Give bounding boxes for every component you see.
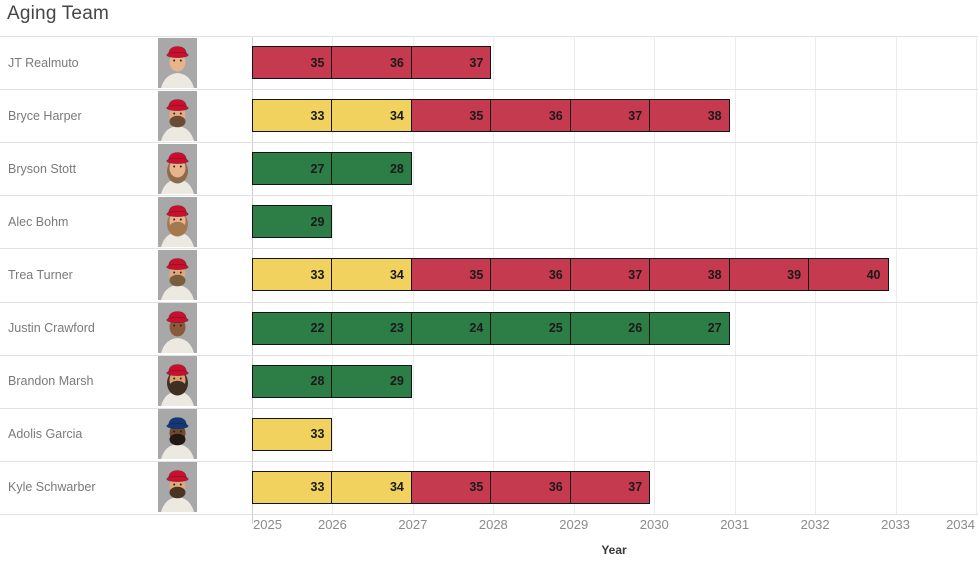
player-avatar <box>158 37 197 93</box>
player-name: Kyle Schwarber <box>8 480 96 495</box>
age-segment[interactable]: 27 <box>252 152 333 186</box>
age-segment[interactable]: 40 <box>808 258 889 292</box>
player-name: Justin Crawford <box>8 321 95 336</box>
x-axis-tick-label: 2031 <box>720 517 750 532</box>
age-segment[interactable]: 26 <box>569 311 651 345</box>
age-segment[interactable]: 39 <box>728 258 810 292</box>
x-axis-tick-label: 2029 <box>559 517 589 532</box>
player-avatar <box>158 196 197 252</box>
age-segment[interactable]: 33 <box>252 99 333 133</box>
age-segment[interactable]: 36 <box>490 99 571 133</box>
x-axis-tick-label: 2033 <box>881 517 911 532</box>
age-segment[interactable]: 37 <box>569 470 651 504</box>
age-segment[interactable]: 22 <box>252 311 333 345</box>
player-name: JT Realmuto <box>8 55 79 70</box>
row-separator <box>0 514 978 515</box>
age-segment[interactable]: 37 <box>569 99 651 133</box>
age-segment[interactable]: 37 <box>410 46 492 79</box>
x-axis-tick-label: 2034 <box>946 517 975 532</box>
age-segment[interactable]: 36 <box>331 46 412 79</box>
player-name: Adolis Garcia <box>8 427 83 442</box>
age-segment[interactable]: 23 <box>331 311 412 345</box>
age-segment[interactable]: 34 <box>331 470 412 504</box>
player-name: Bryce Harper <box>8 108 82 123</box>
player-avatar <box>158 249 197 305</box>
age-segment[interactable]: 35 <box>410 470 492 504</box>
row-separator <box>0 460 978 462</box>
age-segment[interactable]: 35 <box>410 99 492 133</box>
age-bar: 33 34 35 36 37 38 39 40 <box>252 258 889 292</box>
age-bar: 35 36 37 <box>252 46 492 79</box>
age-segment[interactable]: 37 <box>569 258 651 292</box>
age-bar: 33 34 35 36 37 38 <box>252 99 730 133</box>
row-separator <box>0 36 978 37</box>
row-separator <box>0 89 978 91</box>
age-segment[interactable]: 38 <box>649 258 730 292</box>
player-name: Trea Turner <box>8 268 73 282</box>
player-name: Bryson Stott <box>8 161 77 176</box>
age-bar: 29 <box>252 205 333 239</box>
age-bar: 28 29 <box>252 364 412 398</box>
age-segment[interactable]: 28 <box>252 364 333 398</box>
age-bar: 33 <box>252 417 333 451</box>
x-axis-tick-label: 2025 <box>253 517 282 532</box>
age-segment[interactable]: 28 <box>331 152 412 186</box>
age-segment[interactable]: 36 <box>490 470 571 504</box>
player-avatar <box>158 303 197 358</box>
x-axis-tick-label: 2030 <box>639 517 669 532</box>
age-segment[interactable]: 25 <box>490 311 571 345</box>
age-bar: 22 23 24 25 26 27 <box>252 311 730 345</box>
x-axis-tick-label: 2027 <box>398 517 428 532</box>
age-segment[interactable]: 35 <box>410 258 492 292</box>
age-segment[interactable]: 35 <box>252 46 333 79</box>
chart-title: Aging Team <box>7 3 109 24</box>
age-segment[interactable]: 34 <box>331 99 412 133</box>
x-axis-title: Year <box>601 543 627 557</box>
age-segment[interactable]: 29 <box>331 364 412 398</box>
age-segment[interactable]: 27 <box>649 311 730 345</box>
year-gridline <box>976 36 977 514</box>
player-avatar <box>158 90 197 146</box>
age-segment[interactable]: 34 <box>331 258 412 292</box>
row-separator <box>0 195 978 197</box>
age-bar: 27 28 <box>252 152 412 186</box>
age-bar: 33 34 35 36 37 <box>252 470 651 504</box>
player-name: Brandon Marsh <box>8 374 94 389</box>
x-axis-tick-label: 2026 <box>317 517 347 532</box>
age-segment[interactable]: 24 <box>410 311 492 345</box>
age-segment[interactable]: 36 <box>490 258 571 292</box>
year-gridline <box>895 36 897 514</box>
age-segment[interactable]: 38 <box>649 99 730 133</box>
age-segment[interactable]: 29 <box>252 205 333 239</box>
player-name: Alec Bohm <box>8 214 69 229</box>
player-avatar <box>158 356 197 411</box>
row-separator <box>0 248 978 250</box>
row-separator <box>0 301 978 303</box>
x-axis-tick-label: 2028 <box>478 517 508 532</box>
x-axis-tick-label: 2032 <box>800 517 830 532</box>
row-separator <box>0 354 978 356</box>
player-avatar <box>158 409 197 464</box>
player-avatar <box>158 143 197 199</box>
age-segment[interactable]: 33 <box>252 470 333 504</box>
age-segment[interactable]: 33 <box>252 258 333 292</box>
row-separator <box>0 407 978 409</box>
age-segment[interactable]: 33 <box>252 417 333 451</box>
player-avatar <box>158 462 197 517</box>
row-separator <box>0 142 978 144</box>
